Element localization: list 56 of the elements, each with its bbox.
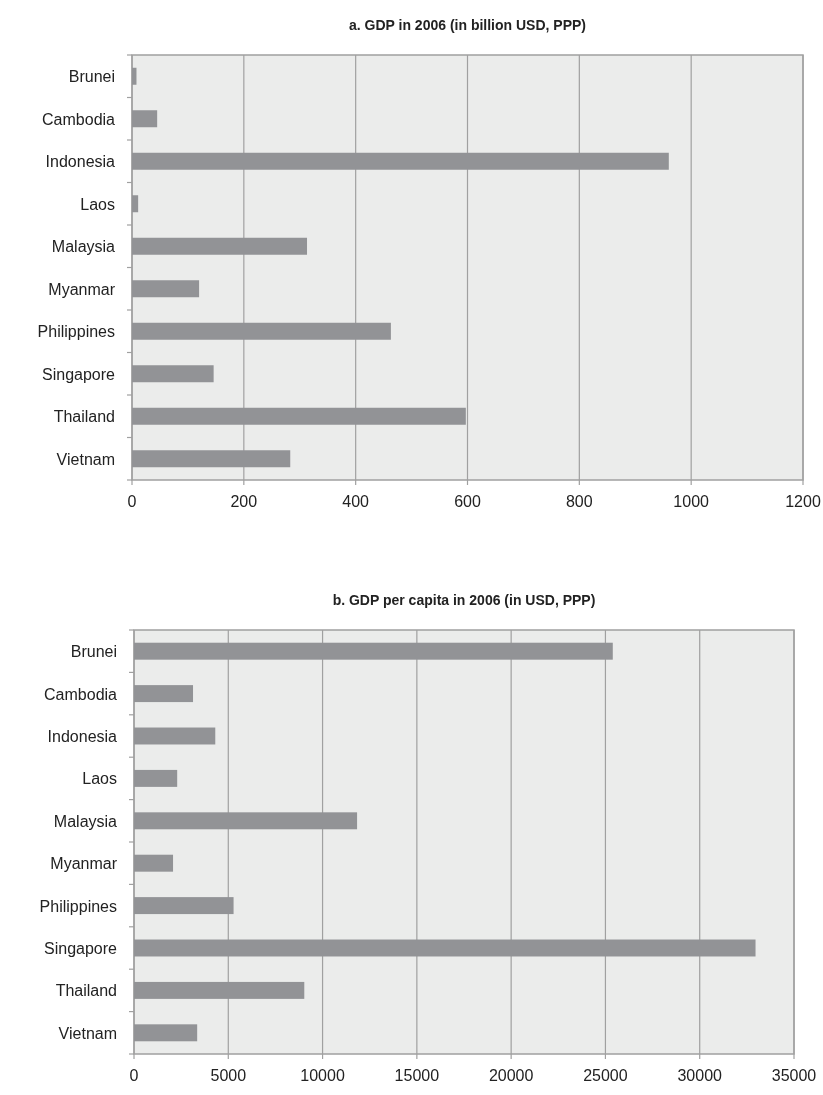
bar [132, 110, 158, 128]
chart-title: b. GDP per capita in 2006 (in USD, PPP) [332, 592, 596, 608]
y-tick-label: Singapore [42, 365, 116, 383]
chart-title: a. GDP in 2006 (in billion USD, PPP) [348, 17, 587, 33]
x-tick-label: 20000 [488, 1067, 534, 1084]
x-tick-label: 0 [127, 493, 137, 510]
y-tick-label: Laos [80, 195, 115, 213]
bar [134, 727, 216, 745]
bar [134, 854, 174, 872]
bar [134, 812, 358, 830]
y-tick-label: Indonesia [45, 153, 116, 171]
bar [132, 450, 291, 468]
y-tick-label: Laos [82, 770, 117, 788]
x-tick-label: 200 [230, 493, 258, 510]
x-tick-label: 800 [565, 493, 593, 510]
y-tick-label: Cambodia [42, 110, 116, 128]
y-tick-label: Singapore [44, 940, 118, 957]
x-tick-label: 35000 [771, 1067, 817, 1084]
bar [132, 407, 466, 425]
bar [132, 237, 308, 255]
x-tick-label: 5000 [210, 1067, 247, 1084]
x-tick-label: 25000 [583, 1067, 628, 1084]
bar [134, 685, 194, 703]
bar [134, 642, 613, 660]
bar [132, 152, 669, 170]
y-tick-label: Malaysia [53, 812, 118, 830]
bar [132, 195, 139, 213]
y-tick-label: Thailand [53, 408, 115, 426]
bar [134, 939, 756, 957]
y-tick-label: Cambodia [44, 685, 118, 703]
x-tick-label: 400 [342, 493, 370, 510]
bar [134, 981, 305, 999]
y-tick-label: Brunei [68, 68, 115, 86]
x-tick-label: 15000 [394, 1067, 440, 1084]
y-tick-label: Philippines [39, 897, 117, 915]
y-tick-label: Myanmar [50, 855, 118, 873]
y-tick-label: Vietnam [56, 450, 115, 468]
y-tick-label: Malaysia [51, 238, 116, 256]
x-tick-label: 30000 [677, 1067, 723, 1084]
x-tick-label: 600 [454, 493, 481, 510]
y-tick-label: Brunei [70, 643, 117, 661]
bar [132, 322, 391, 340]
bar [134, 769, 178, 787]
y-tick-label: Myanmar [48, 280, 116, 298]
bar [134, 897, 234, 915]
x-tick-label: 0 [129, 1067, 139, 1084]
y-tick-label: Indonesia [47, 728, 118, 745]
x-tick-label: 10000 [300, 1067, 345, 1084]
y-tick-label: Vietnam [58, 1024, 117, 1042]
y-tick-label: Thailand [55, 982, 117, 1000]
x-tick-label: 1000 [673, 493, 710, 510]
y-tick-label: Philippines [37, 323, 115, 341]
bar [134, 1024, 198, 1042]
bar [132, 280, 200, 298]
x-tick-label: 1200 [785, 493, 821, 510]
bar [132, 365, 214, 383]
